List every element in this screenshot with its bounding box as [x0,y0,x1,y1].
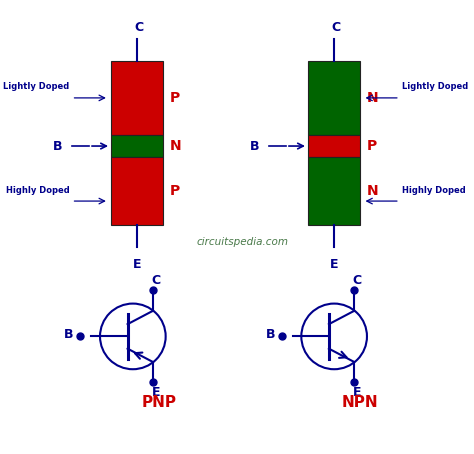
Text: Lightly Doped: Lightly Doped [402,83,468,91]
Text: B: B [53,139,63,153]
Text: C: C [332,21,341,35]
Text: C: C [353,274,362,287]
Text: P: P [170,184,180,198]
Bar [111,61,164,135]
Bar [308,157,360,225]
Text: circuitspedia.com: circuitspedia.com [196,237,288,247]
Text: B: B [250,139,260,153]
Text: E: E [152,386,160,399]
Text: P: P [367,139,377,153]
Text: N: N [367,91,379,105]
Text: C: C [135,21,144,35]
Text: Highly Doped: Highly Doped [402,186,466,195]
Text: N: N [170,139,182,153]
Text: Highly Doped: Highly Doped [6,186,69,195]
Text: NPN: NPN [342,395,379,410]
Bar [308,135,360,157]
Text: P: P [170,91,180,105]
Text: C: C [152,274,161,287]
Text: E: E [353,386,362,399]
Text: N: N [367,184,379,198]
Text: B: B [265,328,275,340]
Bar [308,61,360,135]
Bar [111,135,164,157]
Text: E: E [133,257,141,271]
Bar [111,157,164,225]
Text: E: E [330,257,338,271]
Text: PNP: PNP [142,395,177,410]
Text: B: B [64,328,74,340]
Text: Lightly Doped: Lightly Doped [3,83,69,91]
